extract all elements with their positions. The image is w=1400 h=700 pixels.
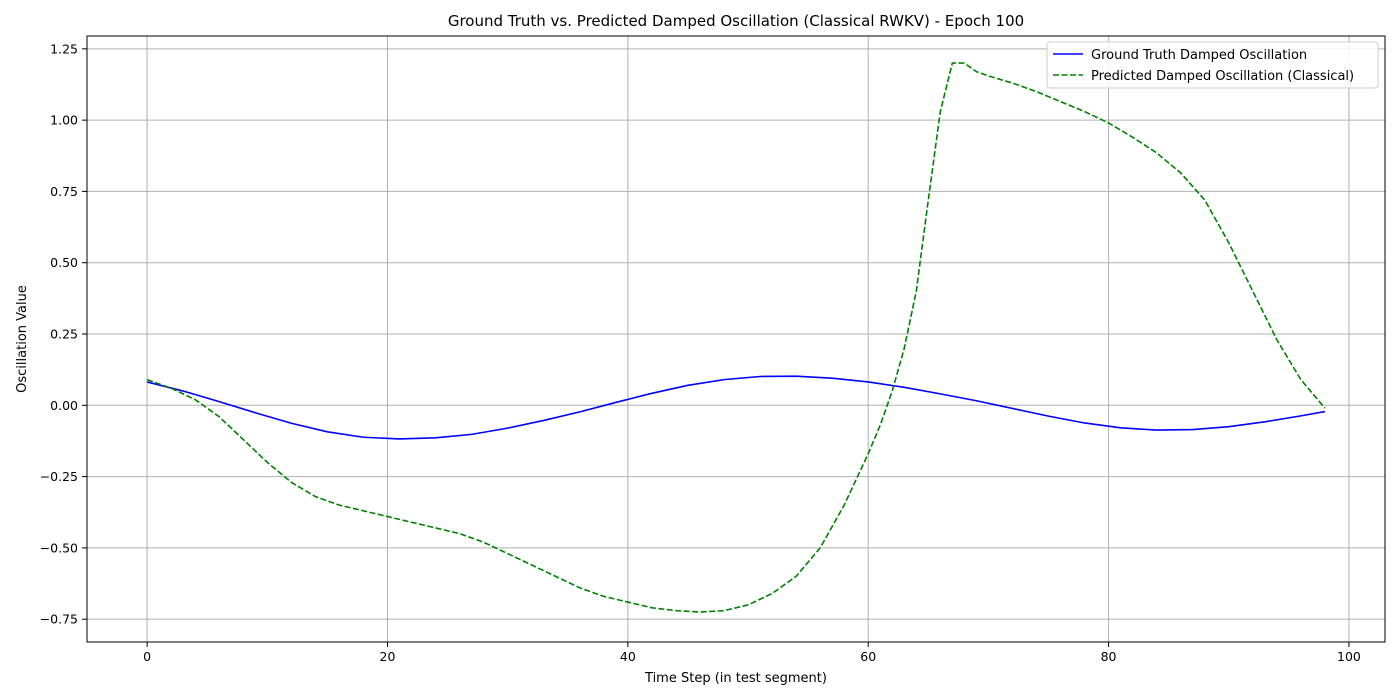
x-tick-label: 20 bbox=[380, 649, 396, 664]
grid bbox=[87, 36, 1385, 642]
predicted-line bbox=[146, 62, 1326, 613]
x-tick-label: 60 bbox=[860, 649, 876, 664]
x-axis-label: Time Step (in test segment) bbox=[644, 671, 827, 686]
x-tick-label: 80 bbox=[1101, 649, 1117, 664]
y-tick-label: 1.25 bbox=[50, 41, 78, 56]
x-tick-label: 40 bbox=[620, 649, 636, 664]
y-tick-label: 1.00 bbox=[50, 113, 78, 128]
axis-ticks: 0 20 40 60 80 100 −0.75 −0.50 −0.25 0.00 0.25 0.50 0… bbox=[40, 41, 1361, 664]
y-tick-label: 0.25 bbox=[50, 327, 78, 342]
y-axis-label: Oscillation Value bbox=[15, 285, 30, 393]
plot-frame bbox=[86, 35, 1386, 643]
y-tick-label: 0.75 bbox=[50, 184, 78, 199]
x-tick-label: 0 bbox=[143, 649, 151, 664]
x-tick-label: 100 bbox=[1337, 649, 1361, 664]
chart-title: Ground Truth vs. Predicted Damped Oscill… bbox=[448, 12, 1024, 30]
legend-label-predicted: Predicted Damped Oscillation (Classical) bbox=[1091, 69, 1354, 84]
y-tick-label: 0.00 bbox=[50, 398, 78, 413]
legend-box bbox=[1046, 41, 1379, 89]
legend-label-ground-truth: Ground Truth Damped Oscillation bbox=[1091, 48, 1307, 63]
y-tick-label: −0.75 bbox=[40, 612, 78, 627]
y-tick-label: −0.25 bbox=[40, 469, 78, 484]
legend: Ground Truth Damped Oscillation Predicte… bbox=[1046, 41, 1379, 89]
y-tick-label: −0.50 bbox=[40, 540, 78, 555]
y-tick-label: 0.50 bbox=[50, 255, 78, 270]
ground-truth-line bbox=[146, 375, 1326, 440]
series-lines bbox=[146, 62, 1326, 613]
